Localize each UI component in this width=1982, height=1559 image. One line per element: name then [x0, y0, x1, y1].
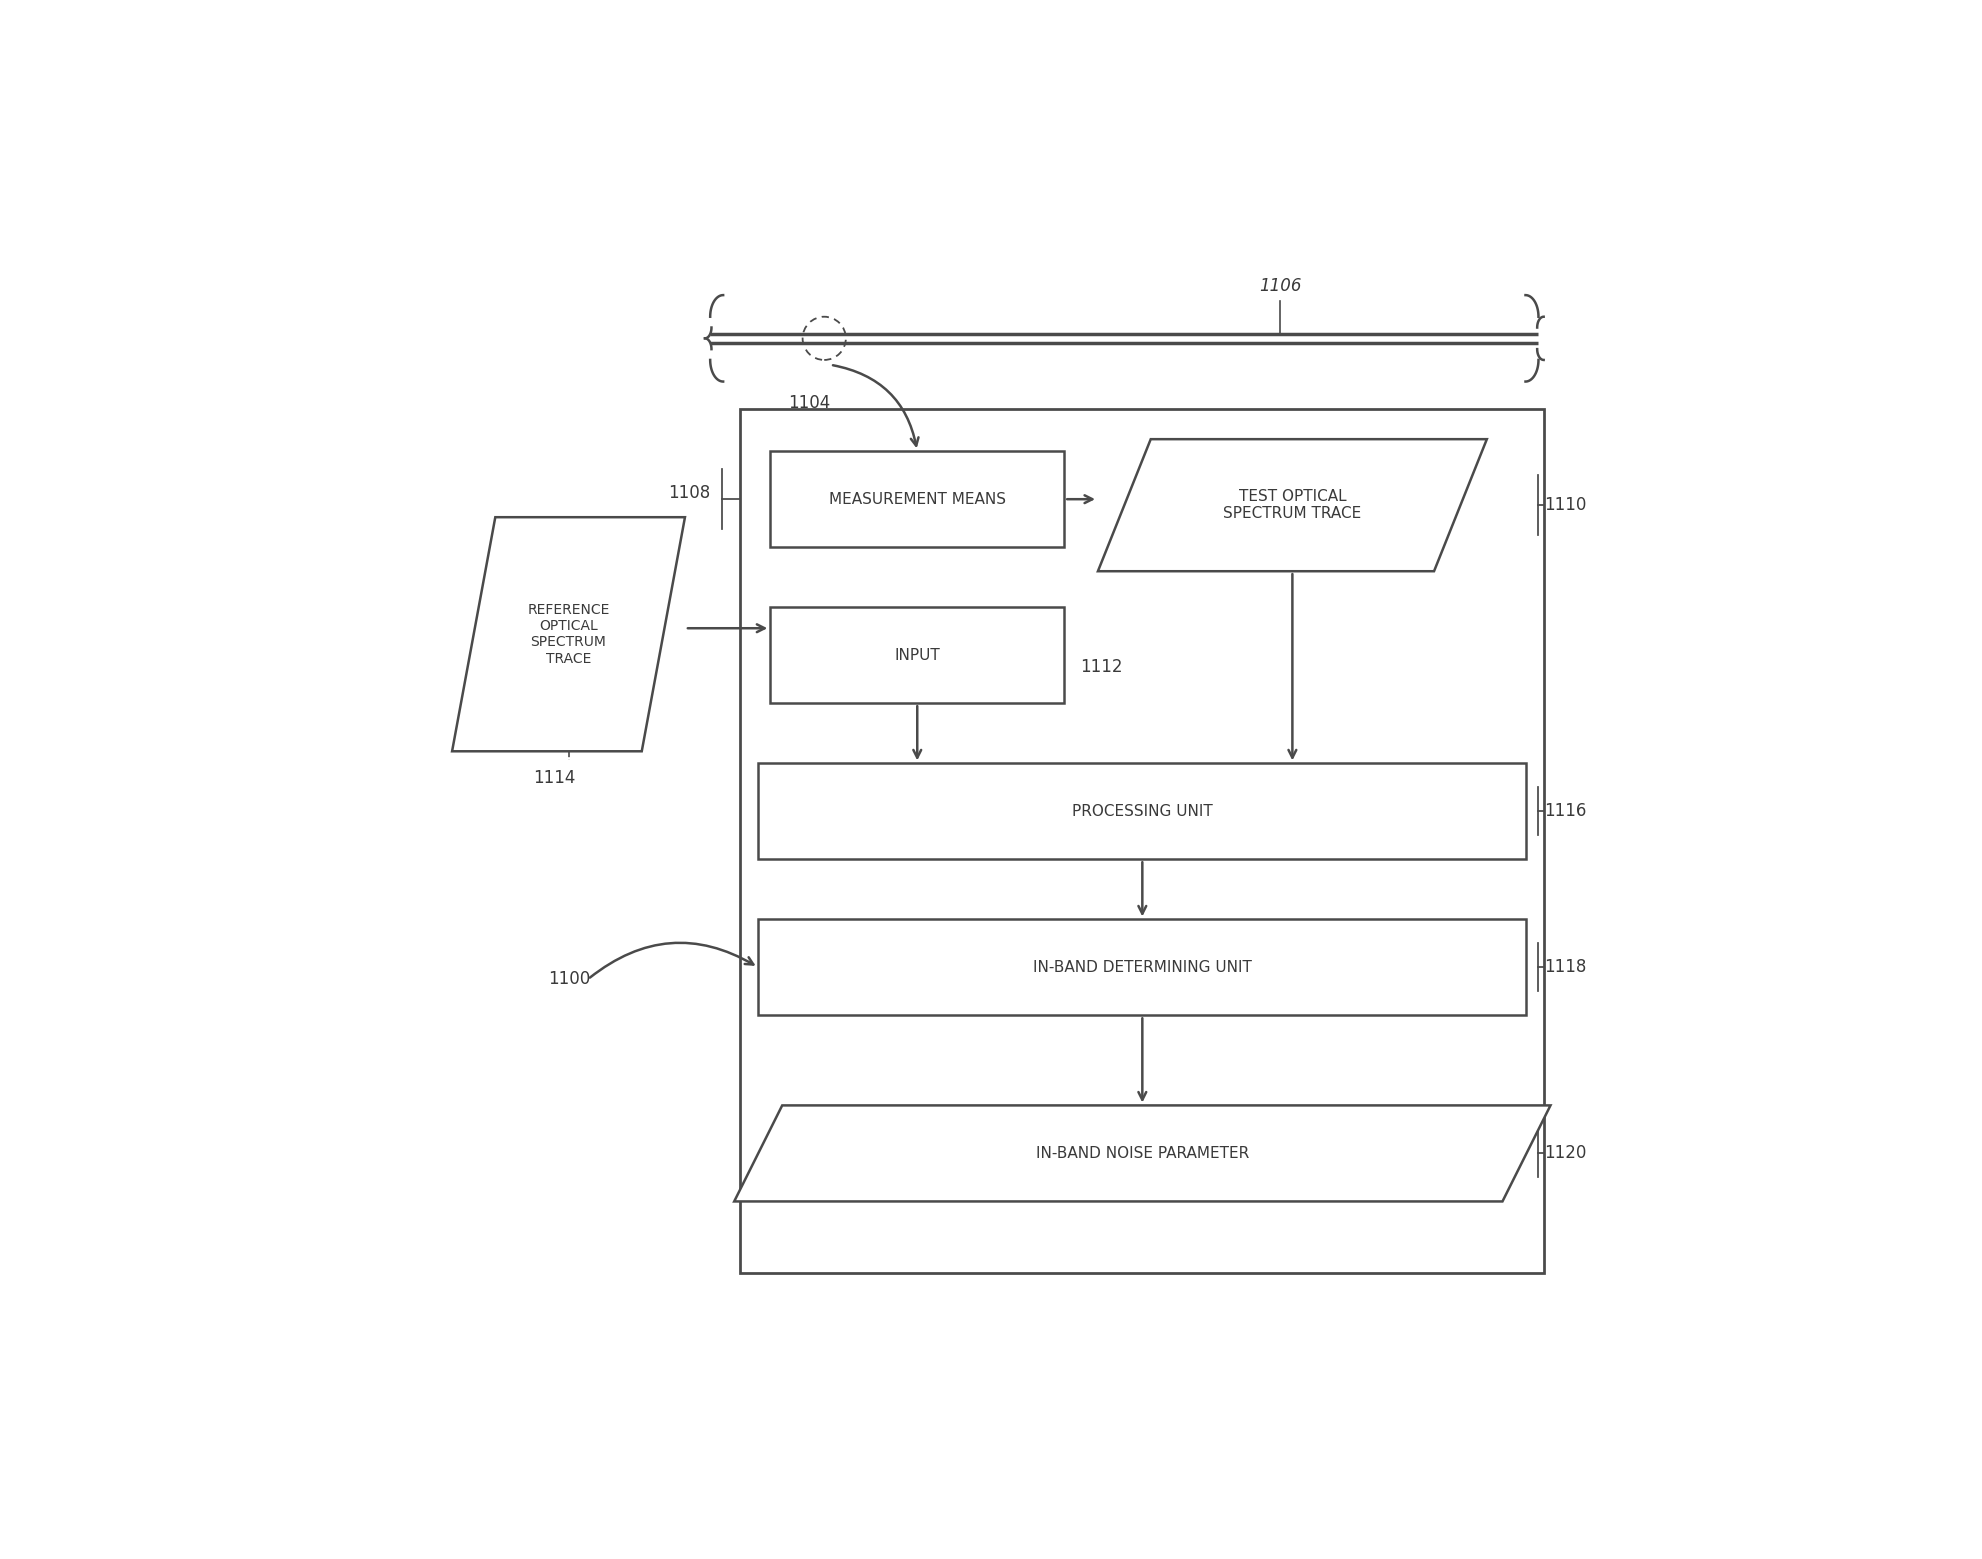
Text: 1110: 1110: [1544, 496, 1586, 514]
Text: 1100: 1100: [549, 970, 591, 988]
Text: 1116: 1116: [1544, 803, 1586, 820]
Text: IN-BAND NOISE PARAMETER: IN-BAND NOISE PARAMETER: [1035, 1146, 1249, 1161]
Polygon shape: [452, 518, 684, 751]
Text: PROCESSING UNIT: PROCESSING UNIT: [1072, 804, 1213, 818]
Polygon shape: [1098, 440, 1486, 571]
Text: TEST OPTICAL
SPECTRUM TRACE: TEST OPTICAL SPECTRUM TRACE: [1223, 490, 1362, 521]
Bar: [757, 920, 1526, 1015]
Text: 1104: 1104: [787, 393, 830, 412]
Bar: [769, 451, 1064, 547]
Bar: [769, 608, 1064, 703]
Bar: [739, 408, 1544, 1274]
Text: REFERENCE
OPTICAL
SPECTRUM
TRACE: REFERENCE OPTICAL SPECTRUM TRACE: [527, 603, 608, 666]
Bar: [757, 764, 1526, 859]
Text: MEASUREMENT MEANS: MEASUREMENT MEANS: [828, 491, 1005, 507]
Text: 1112: 1112: [1080, 658, 1122, 677]
Text: IN-BAND DETERMINING UNIT: IN-BAND DETERMINING UNIT: [1033, 960, 1251, 974]
Text: 1120: 1120: [1544, 1144, 1586, 1163]
Polygon shape: [733, 1105, 1550, 1202]
Text: 1106: 1106: [1259, 278, 1300, 295]
Text: 1118: 1118: [1544, 959, 1586, 976]
Text: 1108: 1108: [668, 485, 710, 502]
Text: INPUT: INPUT: [894, 647, 939, 663]
Text: 1114: 1114: [533, 769, 575, 787]
